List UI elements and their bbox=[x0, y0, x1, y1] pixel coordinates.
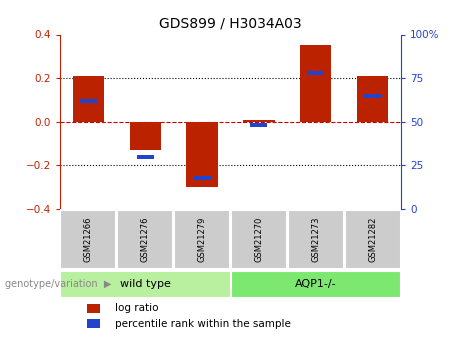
Bar bbox=[174, 210, 230, 268]
Bar bbox=[364, 93, 381, 98]
Bar bbox=[194, 176, 211, 180]
Bar bbox=[87, 319, 100, 328]
Bar bbox=[345, 210, 401, 268]
Bar bbox=[60, 271, 230, 298]
Bar bbox=[130, 122, 161, 150]
Text: AQP1-/-: AQP1-/- bbox=[295, 278, 337, 288]
Bar bbox=[357, 76, 388, 122]
Text: genotype/variation  ▶: genotype/variation ▶ bbox=[5, 279, 111, 289]
Bar bbox=[231, 210, 287, 268]
Text: GSM21273: GSM21273 bbox=[311, 216, 320, 262]
Bar bbox=[136, 155, 154, 159]
Bar bbox=[230, 271, 401, 298]
Text: GSM21266: GSM21266 bbox=[84, 216, 93, 262]
Text: wild type: wild type bbox=[120, 278, 171, 288]
Bar bbox=[60, 210, 116, 268]
Bar bbox=[80, 99, 97, 103]
Bar bbox=[288, 210, 343, 268]
Text: GSM21276: GSM21276 bbox=[141, 216, 150, 262]
Text: percentile rank within the sample: percentile rank within the sample bbox=[114, 319, 290, 329]
Bar bbox=[243, 120, 275, 122]
Bar bbox=[118, 210, 173, 268]
Bar bbox=[250, 124, 267, 127]
Bar bbox=[300, 46, 331, 122]
Text: log ratio: log ratio bbox=[114, 303, 158, 313]
Bar bbox=[186, 122, 218, 187]
Bar bbox=[73, 76, 104, 122]
Text: GSM21270: GSM21270 bbox=[254, 216, 263, 262]
Bar bbox=[307, 71, 324, 75]
Bar bbox=[87, 304, 100, 313]
Text: GSM21282: GSM21282 bbox=[368, 216, 377, 262]
Title: GDS899 / H3034A03: GDS899 / H3034A03 bbox=[159, 17, 302, 31]
Text: GSM21279: GSM21279 bbox=[198, 216, 207, 262]
